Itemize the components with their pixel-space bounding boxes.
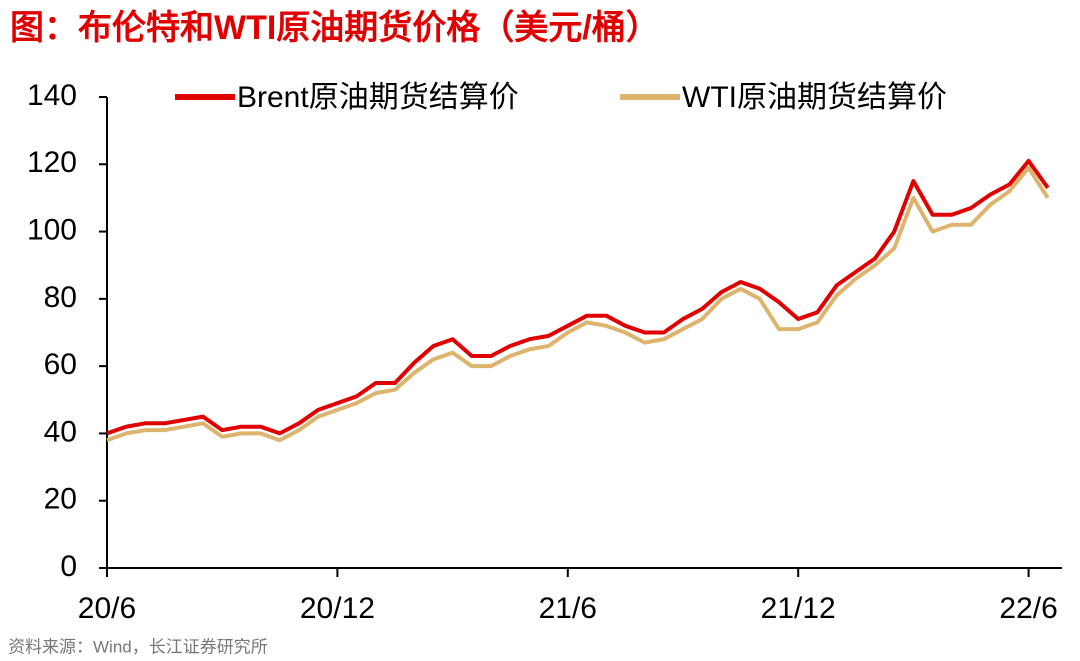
x-tick-label: 21/12 — [761, 592, 836, 625]
legend-label: WTI原油期货结算价 — [682, 81, 947, 114]
x-tick-label: 21/6 — [539, 592, 597, 625]
x-tick-label: 22/6 — [999, 592, 1057, 625]
y-tick-label: 100 — [27, 213, 77, 246]
y-tick-label: 20 — [44, 483, 77, 516]
y-tick-label: 120 — [27, 146, 77, 179]
y-tick-label: 60 — [44, 348, 77, 381]
x-tick-label: 20/12 — [300, 592, 375, 625]
x-tick-label: 20/6 — [78, 592, 136, 625]
y-tick-label: 40 — [44, 415, 77, 448]
legend-label: Brent原油期货结算价 — [237, 81, 519, 114]
source-note: 资料来源：Wind，长江证券研究所 — [8, 637, 268, 656]
y-tick-label: 80 — [44, 281, 77, 314]
series-line — [106, 165, 1050, 443]
y-tick-label: 140 — [27, 79, 77, 112]
series-line — [106, 158, 1050, 436]
chart-title: 图：布伦特和WTI原油期货价格（美元/桶） — [10, 8, 660, 47]
y-tick-label: 0 — [60, 550, 77, 583]
